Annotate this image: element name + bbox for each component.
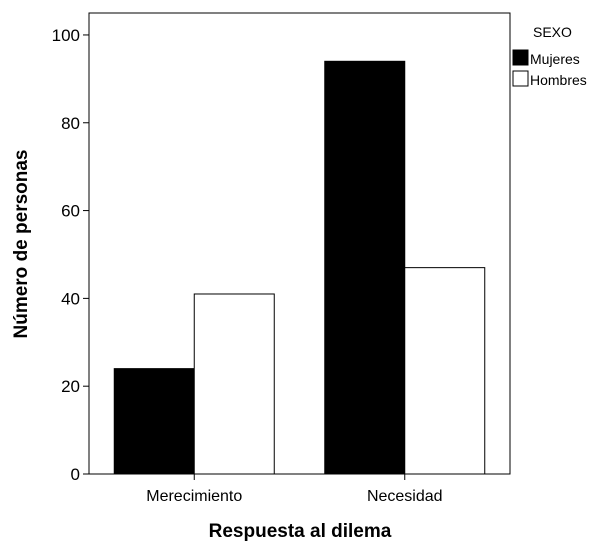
bars: [113, 60, 486, 475]
legend-label-mujeres: Mujeres: [530, 51, 580, 67]
legend-swatch-hombres: [512, 70, 529, 87]
plot-frame: [88, 12, 511, 475]
y-tick-label: 60: [61, 202, 80, 221]
bar-mujeres-necesidad: [324, 60, 406, 475]
y-tick-label: 0: [71, 465, 80, 484]
y-tick-label: 100: [52, 26, 80, 45]
plot-area: [88, 12, 511, 475]
x-tick-label-merecimiento: Merecimiento: [146, 488, 242, 505]
legend: SEXO Mujeres Hombres: [512, 24, 587, 88]
bar-hombres-merecimiento: [193, 293, 275, 475]
x-axis: Merecimiento Necesidad: [146, 474, 443, 505]
legend-swatch-mujeres: [512, 49, 529, 66]
y-axis: 0 20 40 60 80 100: [52, 26, 89, 484]
legend-label-hombres: Hombres: [530, 72, 587, 88]
y-tick-label: 20: [61, 377, 80, 396]
x-axis-title: Respuesta al dilema: [209, 521, 392, 542]
bar-mujeres-merecimiento: [113, 368, 195, 475]
x-tick-label-necesidad: Necesidad: [367, 488, 443, 505]
y-tick-label: 80: [61, 114, 80, 133]
y-axis-title: Número de personas: [11, 150, 32, 339]
y-tick-label: 40: [61, 289, 80, 308]
bar-hombres-necesidad: [404, 267, 486, 475]
legend-title: SEXO: [533, 24, 572, 40]
